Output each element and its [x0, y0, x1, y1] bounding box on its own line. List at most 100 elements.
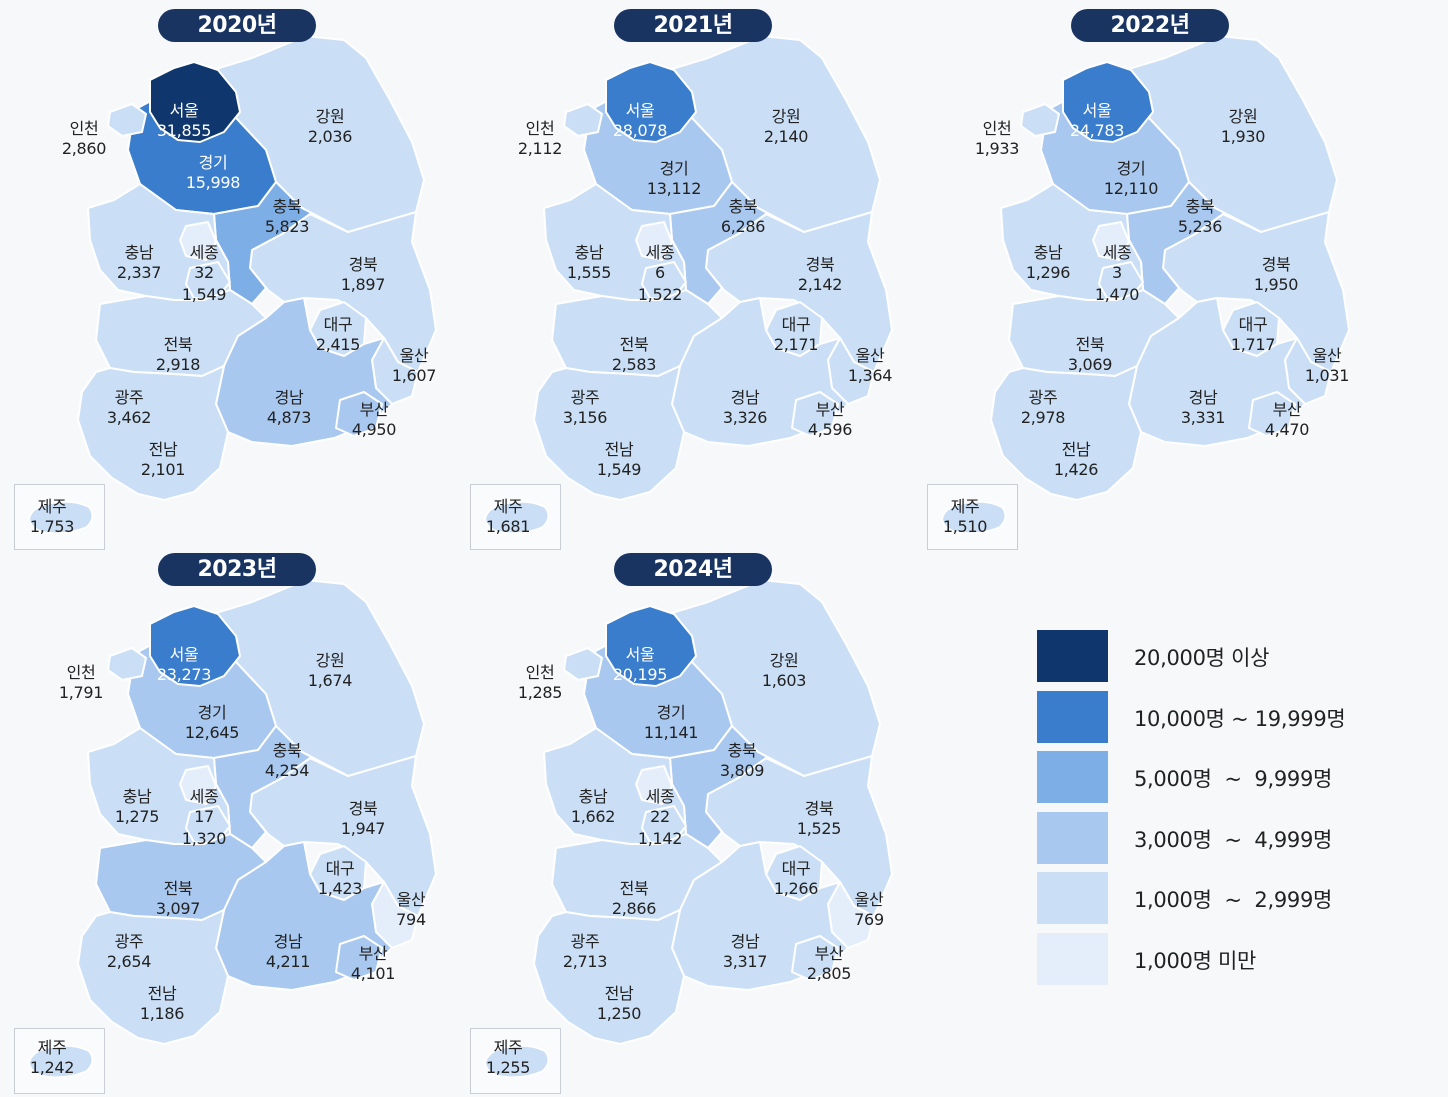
jeju-inset — [14, 484, 105, 550]
label-gyeonggi: 경기 12,110 — [1103, 159, 1159, 198]
label-seoul: 서울 28,078 — [612, 101, 668, 140]
label-daegu: 대구 1,717 — [1230, 315, 1276, 354]
label-gwangju: 광주 2,978 — [1020, 388, 1066, 427]
label-gyeonggi: 경기 12,645 — [184, 703, 240, 742]
label-chungnam: 충남 1,662 — [570, 787, 616, 826]
label-busan: 부산 2,805 — [806, 944, 852, 983]
label-jeonnam: 전남 1,186 — [139, 984, 185, 1023]
label-jeju: 제주 1,753 — [29, 497, 75, 536]
region-sejong — [635, 221, 673, 261]
label-chungnam: 충남 1,296 — [1025, 243, 1071, 282]
label-busan: 부산 4,101 — [350, 944, 396, 983]
korea-map — [990, 35, 1350, 501]
label-gwangju: 광주 2,654 — [106, 932, 152, 971]
label-incheon: 인천 1,791 — [58, 663, 104, 702]
region-jeonnam — [533, 365, 685, 501]
region-sejong — [179, 765, 217, 805]
region-jeonnam — [533, 909, 685, 1045]
label-daegu: 대구 1,266 — [773, 859, 819, 898]
region-sejong — [635, 765, 673, 805]
region-sejong — [179, 221, 217, 261]
label-sejong: 세종 22 — [645, 787, 675, 826]
jeju-inset — [927, 484, 1018, 550]
region-jeju — [483, 1044, 550, 1079]
legend-item: 3,000명 ~ 4,999명 — [1037, 812, 1417, 864]
label-jeonbuk: 전북 2,918 — [155, 335, 201, 374]
legend-swatch — [1037, 872, 1108, 924]
label-incheon: 인천 2,860 — [61, 119, 107, 158]
label-seoul: 서울 20,195 — [612, 645, 668, 684]
legend-label: 20,000명 이상 — [1134, 646, 1270, 670]
legend-label: 10,000명 ~ 19,999명 — [1134, 707, 1346, 731]
label-gyeongbuk: 경북 1,950 — [1253, 255, 1299, 294]
label-jeonbuk: 전북 3,069 — [1067, 335, 1113, 374]
label-gyeongnam: 경남 4,211 — [265, 932, 311, 971]
legend-swatch — [1037, 933, 1108, 985]
map-panel-2021: 2021년 서울 28,078 인천 2,112 경기 13,112 강원 2,140 … — [470, 0, 910, 550]
label-daegu: 대구 2,171 — [773, 315, 819, 354]
jeju-inset — [470, 484, 561, 550]
label-incheon: 인천 1,285 — [517, 663, 563, 702]
label-jeju: 제주 1,242 — [29, 1038, 75, 1077]
label-sejong: 세종 32 — [189, 243, 219, 282]
korea-map — [533, 35, 893, 501]
year-badge: 2023년 — [158, 553, 316, 586]
label-gangwon: 강원 2,036 — [307, 107, 353, 146]
label-gwangju: 광주 3,462 — [106, 388, 152, 427]
label-ulsan: 울산 794 — [396, 890, 426, 929]
label-chungnam: 충남 1,275 — [114, 787, 160, 826]
label-seoul: 서울 31,855 — [156, 101, 212, 140]
label-gangwon: 강원 1,603 — [761, 651, 807, 690]
label-incheon: 인천 2,112 — [517, 119, 563, 158]
region-incheon — [107, 647, 147, 681]
map-panel-2020: 2020년 서울 31,855 인천 2,860 경기 15,998 강원 2,036 … — [14, 0, 454, 550]
region-busan — [791, 935, 839, 981]
label-jeju: 제주 1,681 — [485, 497, 531, 536]
legend-label: 1,000명 미만 — [1134, 949, 1257, 973]
region-incheon — [563, 647, 603, 681]
korea-map — [77, 35, 437, 501]
label-ulsan: 울산 1,031 — [1304, 346, 1350, 385]
legend-item: 1,000명 ~ 2,999명 — [1037, 872, 1417, 924]
label-chungbuk: 충북 3,809 — [719, 741, 765, 780]
label-gyeongbuk: 경북 1,525 — [796, 799, 842, 838]
region-jeju — [27, 500, 94, 535]
region-jeonnam — [77, 365, 229, 501]
region-busan — [1248, 391, 1296, 437]
label-chungbuk: 충북 5,236 — [1177, 197, 1223, 236]
label-daejeon: 1,522 — [637, 285, 683, 304]
label-seoul: 서울 23,273 — [156, 645, 212, 684]
label-daejeon: 1,549 — [181, 285, 227, 304]
label-gyeongbuk: 경북 2,142 — [797, 255, 843, 294]
label-gyeonggi: 경기 11,141 — [643, 703, 699, 742]
legend: 20,000명 이상 10,000명 ~ 19,999명 5,000명 ~ 9,… — [1037, 630, 1417, 990]
region-jeju — [483, 500, 550, 535]
label-gwangju: 광주 3,156 — [562, 388, 608, 427]
map-panel-2024: 2024년 서울 20,195 인천 1,285 경기 11,141 강원 1,603 … — [470, 544, 910, 1094]
region-seoul — [149, 605, 241, 687]
label-busan: 부산 4,470 — [1264, 400, 1310, 439]
jeju-map — [483, 500, 550, 535]
label-chungnam: 충남 1,555 — [566, 243, 612, 282]
label-gyeongnam: 경남 3,331 — [1180, 388, 1226, 427]
label-jeonbuk: 전북 2,583 — [611, 335, 657, 374]
year-badge: 2024년 — [614, 553, 772, 586]
legend-swatch — [1037, 691, 1108, 743]
region-busan — [335, 935, 383, 981]
label-sejong: 세종 3 — [1102, 243, 1132, 282]
label-gyeongnam: 경남 3,326 — [722, 388, 768, 427]
legend-swatch — [1037, 630, 1108, 682]
label-jeonnam: 전남 1,426 — [1053, 440, 1099, 479]
region-seoul — [149, 61, 241, 143]
korea-map — [533, 579, 893, 1045]
legend-item: 20,000명 이상 — [1037, 630, 1417, 682]
region-incheon — [563, 103, 603, 137]
map-panel-2023: 2023년 서울 23,273 인천 1,791 경기 12,645 강원 1,674 … — [14, 544, 454, 1094]
label-busan: 부산 4,950 — [351, 400, 397, 439]
legend-item: 1,000명 미만 — [1037, 933, 1417, 985]
map-panel-2022: 2022년 서울 24,783 인천 1,933 경기 12,110 강원 1,930 … — [927, 0, 1367, 550]
jeju-map — [27, 500, 94, 535]
label-busan: 부산 4,596 — [807, 400, 853, 439]
label-jeju: 제주 1,255 — [485, 1038, 531, 1077]
label-jeju: 제주 1,510 — [942, 497, 988, 536]
